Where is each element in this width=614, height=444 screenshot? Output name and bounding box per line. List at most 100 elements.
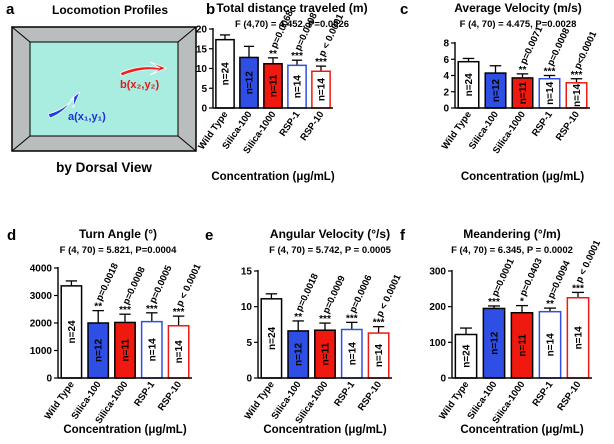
n-label: n=11 <box>518 81 529 104</box>
chart-subtitle: F (4, 70) = 6.345, P = 0.0002 <box>451 245 573 256</box>
chart-title: Average Velocity (m/s) <box>454 1 582 15</box>
significance-stars: *** <box>146 304 158 315</box>
y-tick-label: 2 <box>443 87 449 98</box>
panel-c: c Average Velocity (m/s) F (4, 70) = 4.475… <box>400 1 600 183</box>
x-tick-label: RSP-10 <box>156 379 184 413</box>
y-tick-label: 8 <box>443 39 449 50</box>
x-tick-label: RSP-1 <box>530 379 555 409</box>
n-label: n=11 <box>518 334 529 357</box>
x-tick-label: RSP-10 <box>555 379 583 413</box>
panel-letter: e <box>205 227 213 244</box>
significance-stars: ** <box>294 312 302 323</box>
n-label: n=11 <box>269 74 280 97</box>
p-value: p=0.0018 <box>94 262 121 303</box>
caption: by Dorsal View <box>56 160 152 175</box>
x-axis-title: Concentration (μg/mL) <box>263 424 386 436</box>
significance-stars: ** <box>519 65 527 76</box>
p-value: p < 0.0001 <box>374 272 404 319</box>
x-axis-title: Concentration (μg/mL) <box>211 171 334 183</box>
n-label: n=14 <box>293 75 304 99</box>
p-value: p=0.0071 <box>518 24 545 66</box>
n-label: n=24 <box>67 320 78 344</box>
chart-subtitle: F (4, 70) = 5.821, P=0.0004 <box>60 245 177 256</box>
panel-title: Locomotion Profiles <box>52 3 168 17</box>
significance-stars: ** <box>94 302 102 313</box>
x-tick-label: RSP-1 <box>132 379 157 409</box>
p-value: p=0.0005 <box>148 263 175 305</box>
significance-stars: *** <box>488 297 500 308</box>
point-b-label: b(x₂,y₂) <box>120 79 159 91</box>
y-tick-label: 0 <box>440 374 446 385</box>
x-tick-label: RSP-10 <box>298 109 326 143</box>
p-value: p=0.0094 <box>546 258 573 300</box>
panel-a: a Locomotion Profiles b(x₂,y₂) a(x₁,y₁) … <box>6 1 197 175</box>
y-tick-label: 10 <box>241 302 253 313</box>
significance-stars: ** <box>269 49 277 60</box>
p-value: p=0.0018 <box>294 272 321 313</box>
n-label: n=11 <box>321 342 332 365</box>
y-tick-label: 5 <box>201 84 207 95</box>
point-a-label: a(x₁,y₁) <box>68 111 106 123</box>
y-tick-label: 0 <box>443 104 449 115</box>
panel-letter: d <box>7 227 16 244</box>
n-label: n=24 <box>464 73 475 97</box>
significance-stars: *** <box>319 314 331 325</box>
significance-stars: * <box>520 297 524 308</box>
n-label: n=14 <box>317 78 328 102</box>
y-tick-label: 3000 <box>30 291 53 302</box>
significance-stars: ** <box>546 299 554 310</box>
n-label: n=14 <box>546 333 557 357</box>
panel-letter: b <box>206 1 215 18</box>
y-tick-label: 2000 <box>30 319 53 330</box>
n-label: n=14 <box>174 340 185 364</box>
significance-stars: *** <box>119 305 131 316</box>
y-tick-label: 15 <box>241 267 253 278</box>
panel-b: b Total distance traveled (m) F (4,70) = 4… <box>196 1 368 183</box>
p-value: p=0.0008 <box>545 26 572 67</box>
n-label: n=12 <box>490 331 501 355</box>
panel-f: f Meandering (°/m) F (4, 70) = 6.345, P = … <box>400 227 603 436</box>
panel-e: e Angular Velocity (°/s) F (4, 70) = 5.742… <box>205 227 404 436</box>
y-tick-label: 100 <box>429 338 446 349</box>
x-axis-title: Concentration (μg/mL) <box>63 424 186 436</box>
p-value: p=0.0008 <box>293 11 320 52</box>
y-tick-label: 0 <box>201 104 207 115</box>
y-tick-label: 20 <box>196 25 208 36</box>
p-value: p=0.0009 <box>321 274 348 315</box>
n-label: n=12 <box>294 342 305 366</box>
n-label: n=24 <box>221 62 232 86</box>
y-tick-label: 6 <box>443 55 449 66</box>
significance-stars: *** <box>315 57 327 68</box>
x-tick-label: RSP-10 <box>554 109 582 143</box>
n-label: n=12 <box>94 339 105 363</box>
y-tick-label: 0 <box>46 374 52 385</box>
p-value: p=0.0006 <box>348 273 375 314</box>
panel-letter: a <box>6 1 15 18</box>
significance-stars: *** <box>373 318 385 329</box>
significance-stars: *** <box>346 313 358 324</box>
fish-red <box>119 61 168 77</box>
significance-stars: *** <box>291 51 303 62</box>
y-tick-label: 4000 <box>30 264 53 275</box>
p-value: p=0.0001 <box>490 256 517 298</box>
n-label: n=12 <box>491 79 502 103</box>
n-label: n=14 <box>374 344 385 368</box>
n-label: n=24 <box>462 344 473 368</box>
p-value: p=0.0403 <box>518 257 545 298</box>
significance-stars: *** <box>173 307 185 318</box>
n-label: n=14 <box>347 342 358 366</box>
chart-subtitle: F (4,70) = 4.452, P=0.0026 <box>235 19 349 30</box>
x-tick-label: RSP-10 <box>356 379 384 413</box>
chart-title: Angular Velocity (°/s) <box>270 227 390 241</box>
x-tick-label: RSP-1 <box>332 379 357 409</box>
significance-stars: *** <box>572 283 584 294</box>
y-tick-label: 5 <box>246 338 252 349</box>
p-value: p<0.0001 <box>572 29 599 71</box>
y-tick-label: 10 <box>196 64 208 75</box>
n-label: n=14 <box>574 326 585 350</box>
chart-title: Turn Angle (°) <box>79 227 157 241</box>
chart-title: Meandering (°/m) <box>463 227 560 241</box>
n-label: n=14 <box>147 338 158 362</box>
significance-stars: *** <box>571 70 583 81</box>
